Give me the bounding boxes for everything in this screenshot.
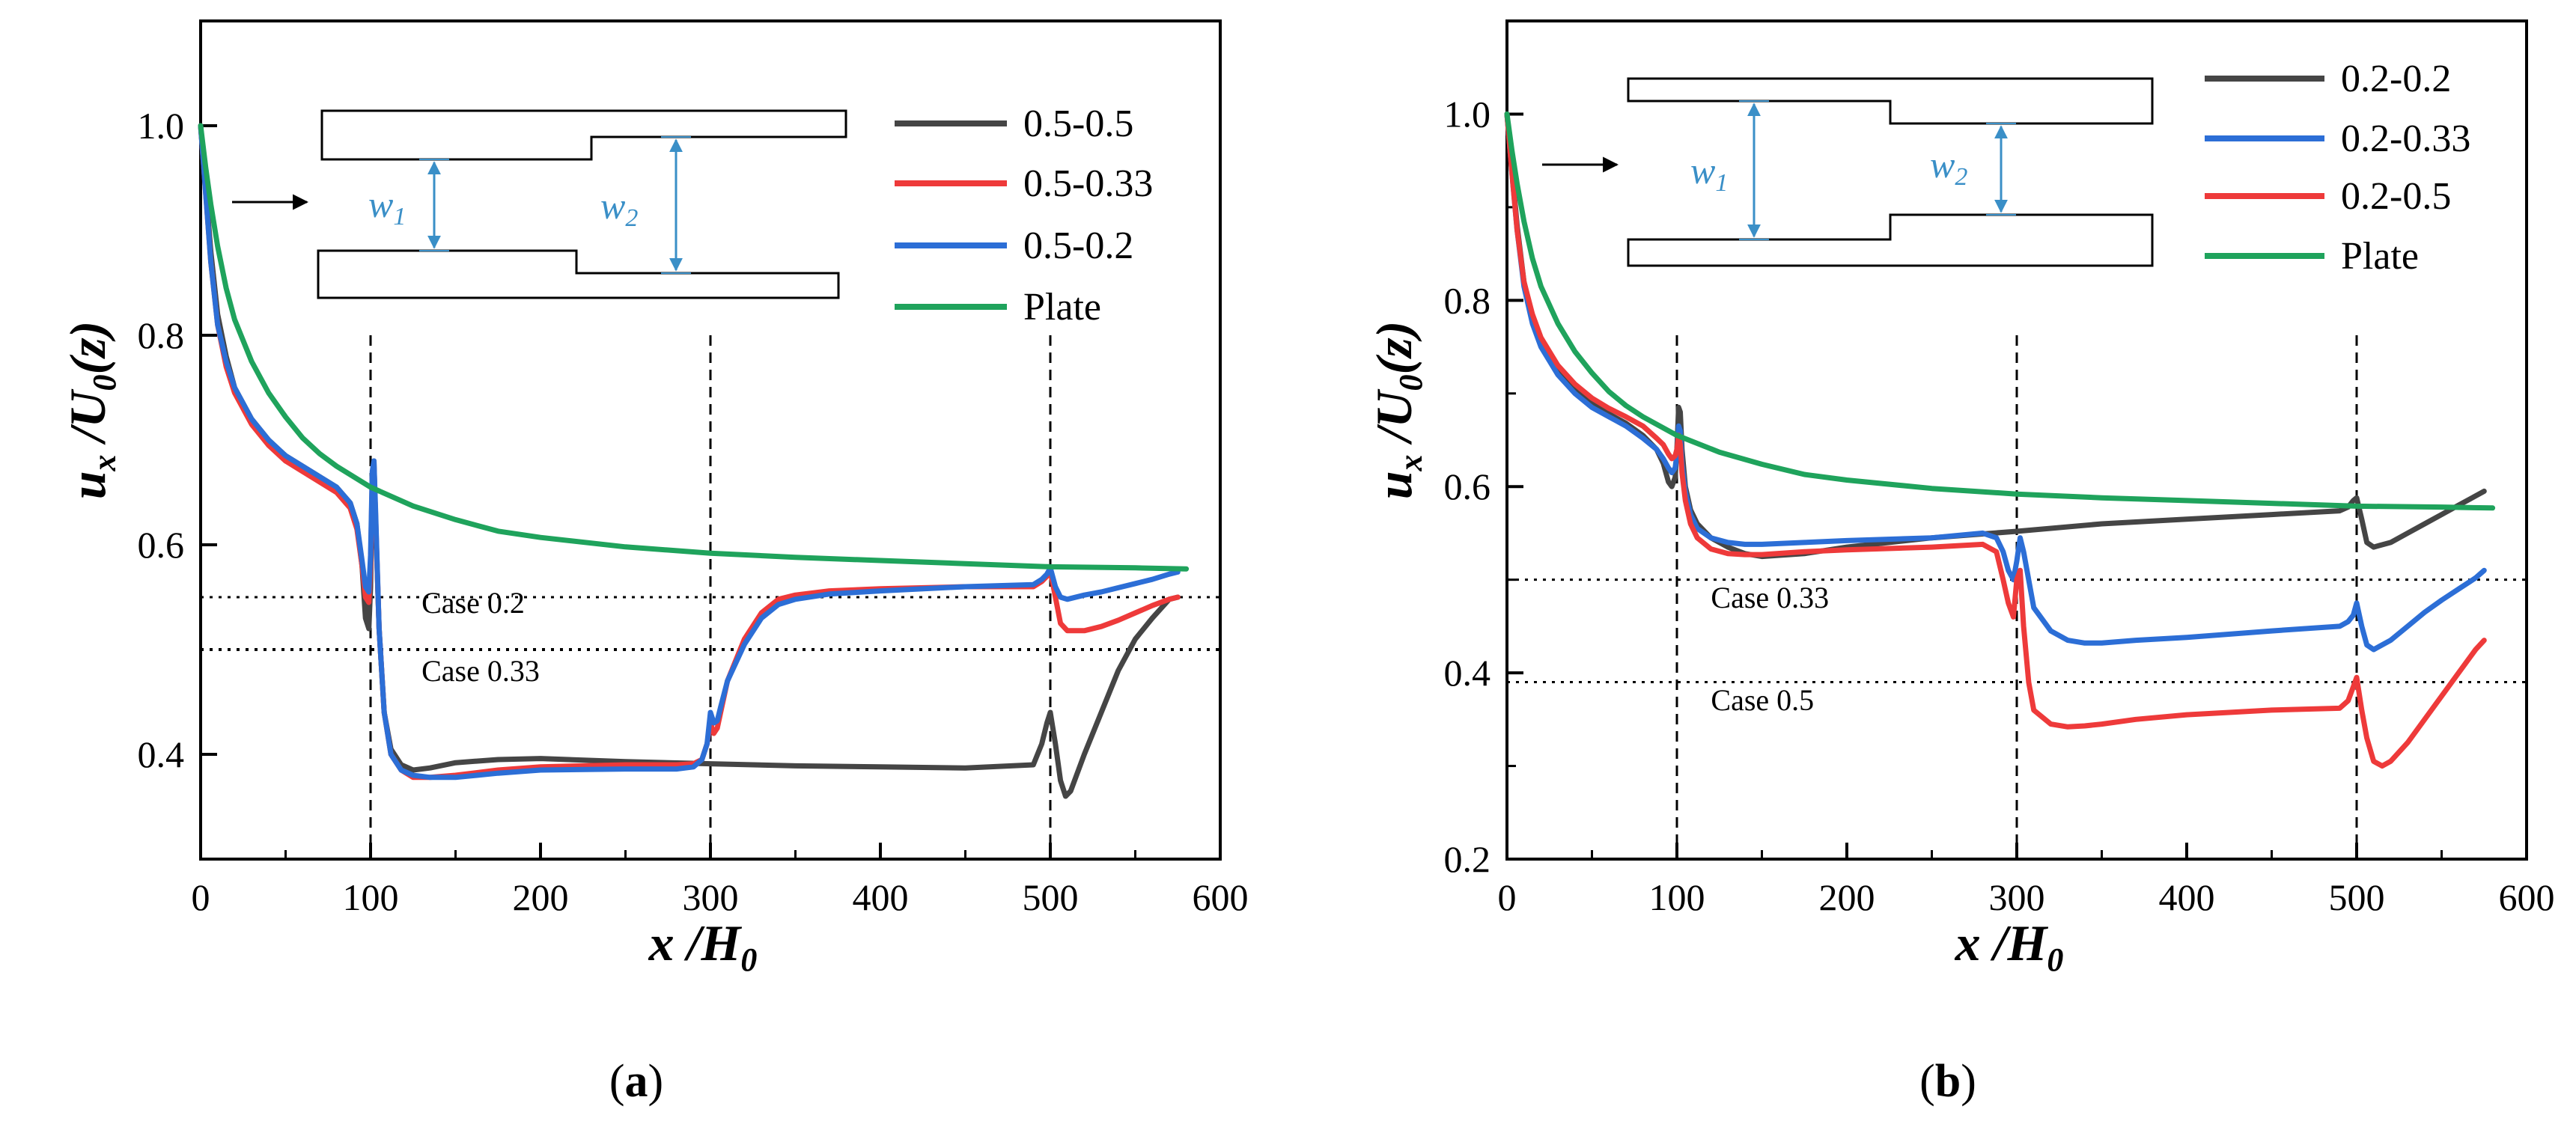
series-line-0_5-0_2: [198, 123, 1181, 781]
x-tick-label: 400: [853, 876, 909, 918]
x-tick-label: 400: [2159, 876, 2215, 918]
legend-label: 0.2-0.2: [2341, 58, 2451, 100]
x-tick-label: 200: [1819, 876, 1875, 918]
case-label: Case 0.33: [1711, 581, 1829, 614]
chart-panel-a: Case 0.2 Case 0.33 0 100 200 300 400 500 600 0.4 0…: [59, 19, 1249, 1107]
x-tick-label: 0: [192, 876, 210, 918]
case-label: Case 0.33: [421, 654, 540, 688]
series-line-0_5-0_33: [198, 123, 1181, 781]
y-axis-label: ux /U0(z): [1365, 321, 1429, 500]
x-tick-label: 100: [343, 876, 399, 918]
y-tick-label: 0.2: [1444, 838, 1491, 880]
x-tick-label: 100: [1649, 876, 1705, 918]
x-tick-label: 600: [2499, 876, 2555, 918]
y-tick-label: 0.4: [138, 733, 185, 775]
case-label: Case 0.5: [1711, 683, 1814, 717]
series-line-0_2-0_33: [1504, 111, 2487, 653]
legend-label: Plate: [2341, 235, 2419, 278]
series-line-Plate: [198, 123, 1190, 572]
width-label-w2: w2: [1930, 144, 1967, 191]
y-tick-label: 0.4: [1444, 652, 1491, 694]
legend-label: 0.5-0.2: [1023, 225, 1133, 267]
legend-label: 0.5-0.33: [1023, 162, 1153, 205]
channel-wall: [1627, 213, 2154, 267]
y-tick-label: 0.8: [138, 314, 185, 356]
x-tick-label: 500: [2329, 876, 2385, 918]
x-tick-label: 200: [513, 876, 569, 918]
y-tick-label: 0.6: [1444, 465, 1491, 507]
legend-label: 0.2-0.5: [2341, 175, 2451, 218]
chart-panel-b: Case 0.33 Case 0.5 0 100 200 300 400 500 600 0.2 0…: [1365, 19, 2555, 1107]
y-tick-label: 1.0: [1444, 93, 1491, 135]
y-tick-label: 0.8: [1444, 279, 1491, 321]
channel-wall: [320, 109, 847, 161]
channel-wall: [317, 249, 840, 299]
series-line-0_2-0_5: [1504, 111, 2487, 769]
case-label: Case 0.2: [421, 586, 525, 620]
channel-wall: [1627, 77, 2154, 125]
series-line-Plate: [1504, 111, 2496, 511]
y-axis-label: ux /U0(z): [59, 321, 123, 500]
x-tick-label: 300: [1989, 876, 2045, 918]
width-label-w1: w1: [1690, 150, 1728, 197]
legend-label: Plate: [1023, 286, 1101, 329]
x-tick-label: 500: [1023, 876, 1079, 918]
legend-label: 0.5-0.5: [1023, 103, 1133, 145]
legend-label: 0.2-0.33: [2341, 117, 2470, 160]
x-tick-label: 300: [683, 876, 739, 918]
x-tick-label: 600: [1193, 876, 1249, 918]
width-label-w2: w2: [600, 185, 638, 232]
x-axis-label: x /H0: [648, 914, 758, 978]
width-label-w1: w1: [368, 183, 406, 230]
x-tick-label: 0: [1498, 876, 1517, 918]
y-tick-label: 0.6: [138, 524, 185, 566]
panel-caption: (a): [609, 1056, 663, 1107]
panel-caption: (b): [1919, 1056, 1976, 1107]
x-axis-label: x /H0: [1955, 914, 2064, 978]
y-tick-label: 1.0: [138, 105, 185, 147]
